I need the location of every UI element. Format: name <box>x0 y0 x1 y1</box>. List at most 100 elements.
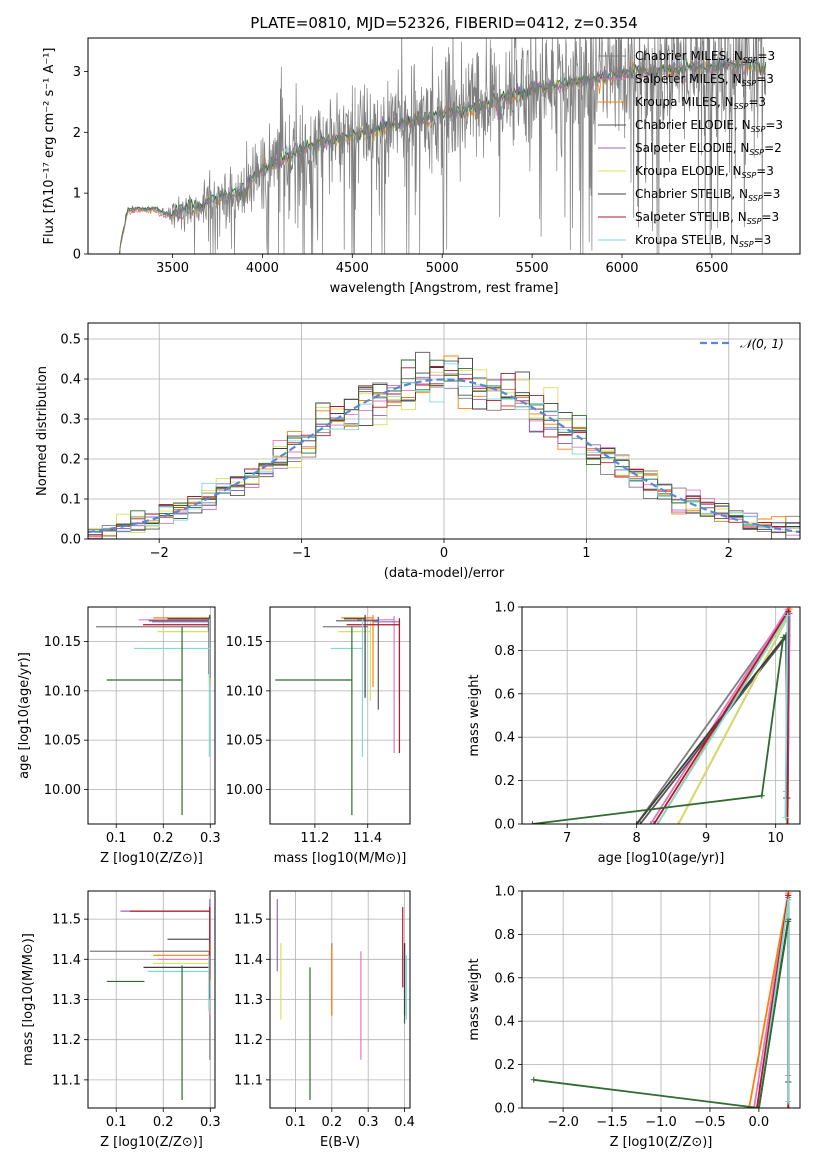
legend-suffix: =3 <box>756 72 774 86</box>
y-tick-label: 0 <box>73 248 81 263</box>
x-tick-label: 6000 <box>605 261 638 276</box>
legend-text: Chabrier ELODIE, N <box>635 118 751 132</box>
legend-subscript: SSP <box>743 56 758 65</box>
mass-weight-point <box>782 814 789 821</box>
y-tick-label: 11.4 <box>234 953 263 968</box>
mass-weight-point <box>651 821 658 824</box>
legend-text: Salpeter MILES, N <box>635 72 742 86</box>
mass-weight-line <box>656 612 789 824</box>
y-tick-label: 3 <box>73 65 81 80</box>
axes-frame <box>87 37 801 255</box>
y-tick-label: 1 <box>73 187 81 202</box>
mass-weight-point <box>654 821 661 824</box>
legend-text: Chabrier STELIB, N <box>635 187 748 201</box>
x-axis-label: Z [log10(Z/Z⊙)] <box>610 1135 713 1150</box>
x-tick-label: −2.0 <box>547 1115 579 1130</box>
y-tick-label: 10.05 <box>44 734 81 749</box>
x-axis-label: wavelength [Angstrom, rest frame] <box>330 281 559 296</box>
legend-suffix: =3 <box>761 210 779 224</box>
x-tick-label: 0.2 <box>153 831 174 846</box>
legend-entry: Chabrier MILES, NSSP=3 <box>635 49 775 65</box>
plot-area-mass-vs-EBV <box>276 899 407 1100</box>
x-tick-label: −1.5 <box>596 1115 628 1130</box>
legend-entry: Kroupa ELODIE, NSSP=3 <box>635 164 774 180</box>
x-axis-label: mass [log10(M/M⊙)] <box>274 851 407 866</box>
y-tick-label: 0.0 <box>60 533 81 548</box>
legend-suffix: =3 <box>754 233 772 247</box>
x-tick-label: 0.2 <box>153 1115 174 1130</box>
mass-weight-point <box>637 821 644 824</box>
axes-frame <box>269 606 411 825</box>
axes-residuals: −2 −1 0 1 2 0.0 0.1 0.2 0.3 0.4 0.5 (data-model)/er… <box>35 322 801 581</box>
x-tick-label: 11.2 <box>300 831 329 846</box>
axes-frame <box>87 890 216 1109</box>
mass-weight-line <box>748 893 790 1108</box>
x-axis-label: (data-model)/error <box>384 566 505 581</box>
legend-text: Chabrier MILES, N <box>635 49 743 63</box>
axes-frame <box>87 606 216 825</box>
mass-weight-point <box>633 821 640 824</box>
y-tick-label: 11.1 <box>52 1073 81 1088</box>
y-axis-label: mass weight <box>467 958 482 1040</box>
y-axis-label: Normed distribution <box>35 366 50 496</box>
x-tick-label: 0.3 <box>200 1115 221 1130</box>
legend-subscript: SSP <box>748 194 763 203</box>
x-tick-label: 0.1 <box>106 1115 127 1130</box>
x-tick-label: 4000 <box>246 261 279 276</box>
x-tick-label: 7 <box>563 831 571 846</box>
y-tick-label: 0.0 <box>494 1102 515 1117</box>
mass-weight-point <box>784 821 791 824</box>
y-tick-label: 10.00 <box>226 783 263 798</box>
y-tick-label: 2 <box>73 126 81 141</box>
legend-subscript: SSP <box>734 102 749 111</box>
axes-weight-vs-Z: −2.0 −1.5 −1.0 −0.5 0.0 0.0 0.2 0.4 0.6 0.8 1.0 Z [… <box>467 885 801 1150</box>
legend-entry: Salpeter MILES, NSSP=3 <box>635 72 774 88</box>
y-tick-label: 10.05 <box>226 734 263 749</box>
plot-area-mass-vs-Z <box>89 899 211 1100</box>
mass-weight-point <box>785 896 792 903</box>
mass-weight-point <box>675 821 682 824</box>
y-tick-label: 11.5 <box>234 913 263 928</box>
plot-area-residuals <box>88 351 800 539</box>
plot-area-weight-vs-Z <box>530 891 792 1108</box>
histogram-step <box>88 359 800 539</box>
x-tick-label: 0.2 <box>321 1115 342 1130</box>
y-tick-label: 0.8 <box>494 928 515 943</box>
mass-weight-line <box>649 607 789 824</box>
mass-weight-point <box>780 634 787 641</box>
mass-weight-line <box>653 608 790 824</box>
legend-entry: Kroupa MILES, NSSP=3 <box>635 95 766 111</box>
legend-suffix: =3 <box>748 95 766 109</box>
x-tick-label: 2 <box>725 546 733 561</box>
observed-spectrum-line <box>119 38 767 254</box>
mass-weight-point <box>529 821 536 824</box>
legend-entry: Salpeter STELIB, NSSP=3 <box>635 210 779 226</box>
mass-weight-point <box>785 1105 792 1108</box>
x-axis-label: E(B-V) <box>320 1135 360 1150</box>
axes-weight-vs-age: 7 8 9 10 0.0 0.2 0.4 0.6 0.8 1.0 age [log10(age/yr… <box>467 601 801 866</box>
mass-weight-point <box>785 918 792 925</box>
y-axis-label: mass [log10(M/M⊙)] <box>21 933 36 1066</box>
y-tick-label: 0.4 <box>494 1015 515 1030</box>
y-tick-label: 10.15 <box>226 635 263 650</box>
legend-suffix: =3 <box>765 118 783 132</box>
legend-normal-label: 𝒩(0, 1) <box>740 337 784 351</box>
y-tick-label: 11.2 <box>234 1033 263 1048</box>
axes-age-vs-mass: 11.2 11.4 10.00 10.05 10.10 10.15 mass [log10(… <box>226 606 411 866</box>
y-tick-label: 0.0 <box>494 818 515 833</box>
legend-text: Kroupa ELODIE, N <box>635 164 742 178</box>
mass-weight-point <box>784 612 791 619</box>
x-tick-label: 0 <box>440 546 448 561</box>
y-tick-label: 0.3 <box>60 413 81 428</box>
legend-suffix: =3 <box>763 187 781 201</box>
y-tick-label: 0.4 <box>60 373 81 388</box>
y-tick-label: 1.0 <box>494 885 515 900</box>
axes-age-vs-Z: 0.1 0.2 0.3 10.00 10.05 10.10 10.15 Z [log10(Z/… <box>17 606 221 866</box>
axes-spectrum: 3500 4000 4500 5000 5500 6000 6500 0 1 2 3 waveleng… <box>42 37 801 296</box>
legend-text: Salpeter STELIB, N <box>635 210 747 224</box>
axes-mass-vs-Z: 0.1 0.2 0.3 11.1 11.2 11.3 11.4 11.5 Z [log10(Z/… <box>21 890 221 1150</box>
x-axis-label: age [log10(age/yr)] <box>598 851 725 866</box>
y-tick-label: 11.3 <box>234 993 263 1008</box>
y-tick-label: 11.3 <box>52 993 81 1008</box>
x-tick-label: 0.1 <box>106 831 127 846</box>
